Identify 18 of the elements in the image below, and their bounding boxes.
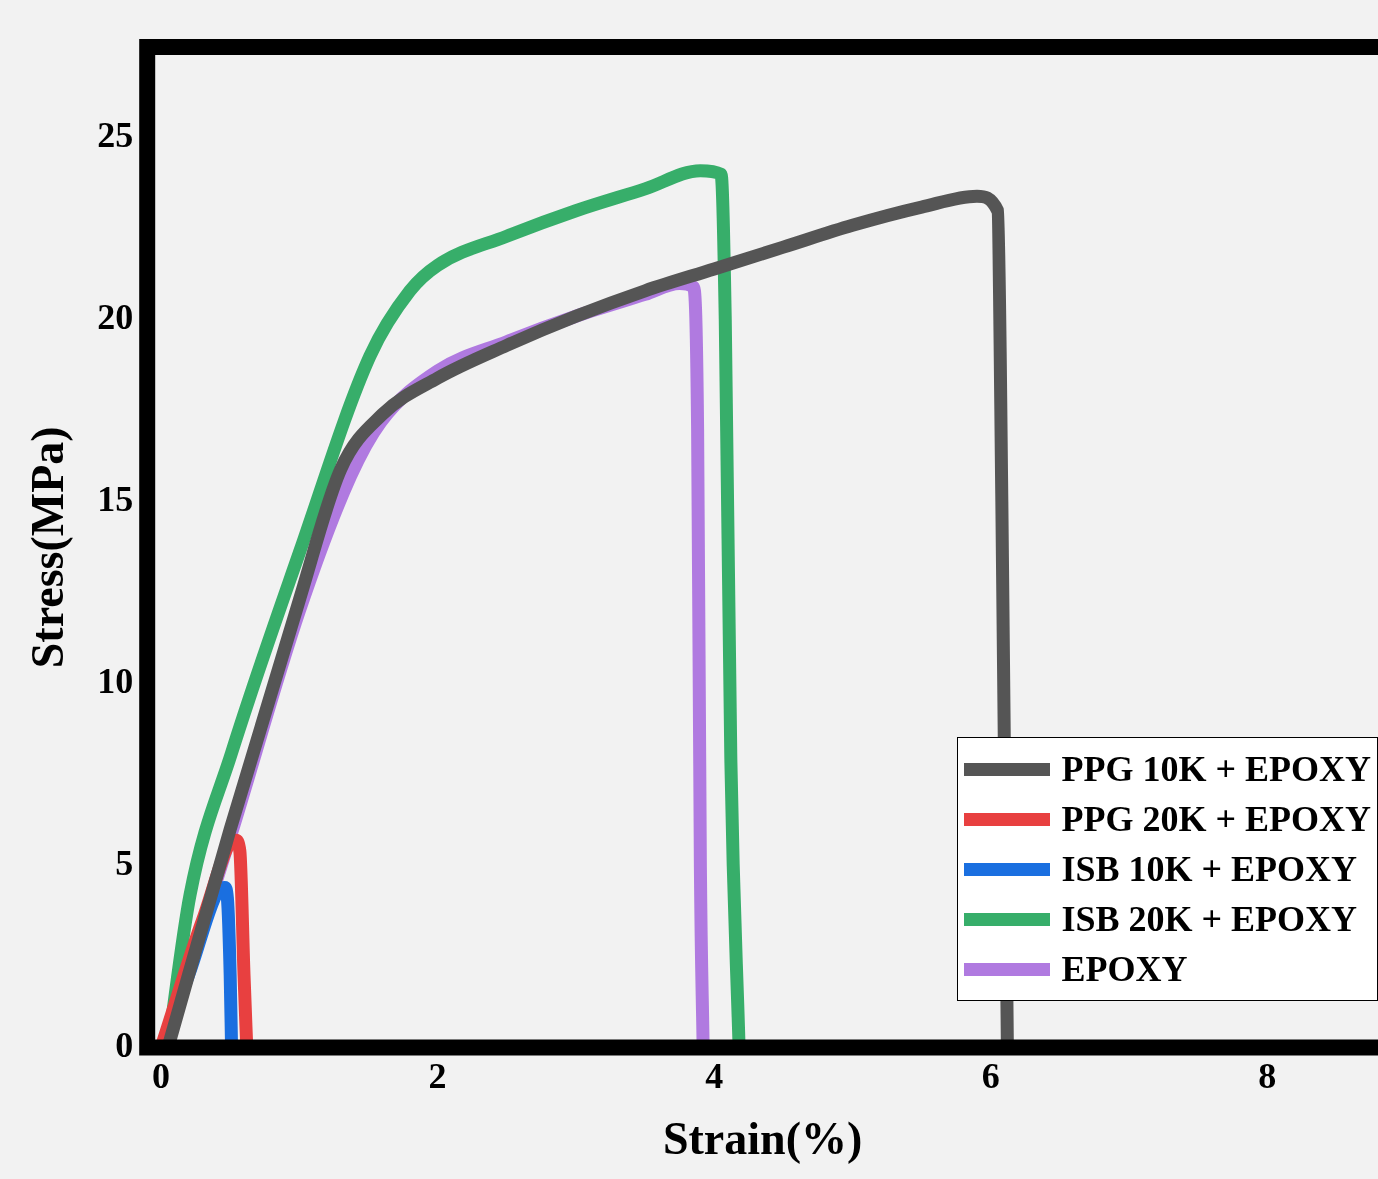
x-tick-label: 4 [705,1056,724,1097]
y-tick-label: 15 [97,479,134,520]
legend-label: EPOXY [1061,948,1188,990]
y-tick-label: 25 [97,115,134,156]
x-tick-label: 2 [428,1056,447,1097]
y-tick-label: 10 [97,661,134,702]
y-tick-label: 5 [115,842,134,883]
y-axis-title: Stress(MPa) [22,426,74,669]
legend-label: PPG 20K + EPOXY [1061,798,1371,840]
legend-label: ISB 10K + EPOXY [1061,848,1358,890]
y-tick-label: 20 [97,297,134,338]
x-tick-label: 6 [981,1056,1000,1097]
x-tick-label: 8 [1258,1056,1277,1097]
legend-label: ISB 20K + EPOXY [1061,898,1358,940]
legend-label: PPG 10K + EPOXY [1061,748,1371,790]
x-axis-title: Strain(%) [662,1113,863,1165]
x-tick-label: 0 [152,1056,171,1097]
y-tick-label: 0 [115,1024,134,1065]
